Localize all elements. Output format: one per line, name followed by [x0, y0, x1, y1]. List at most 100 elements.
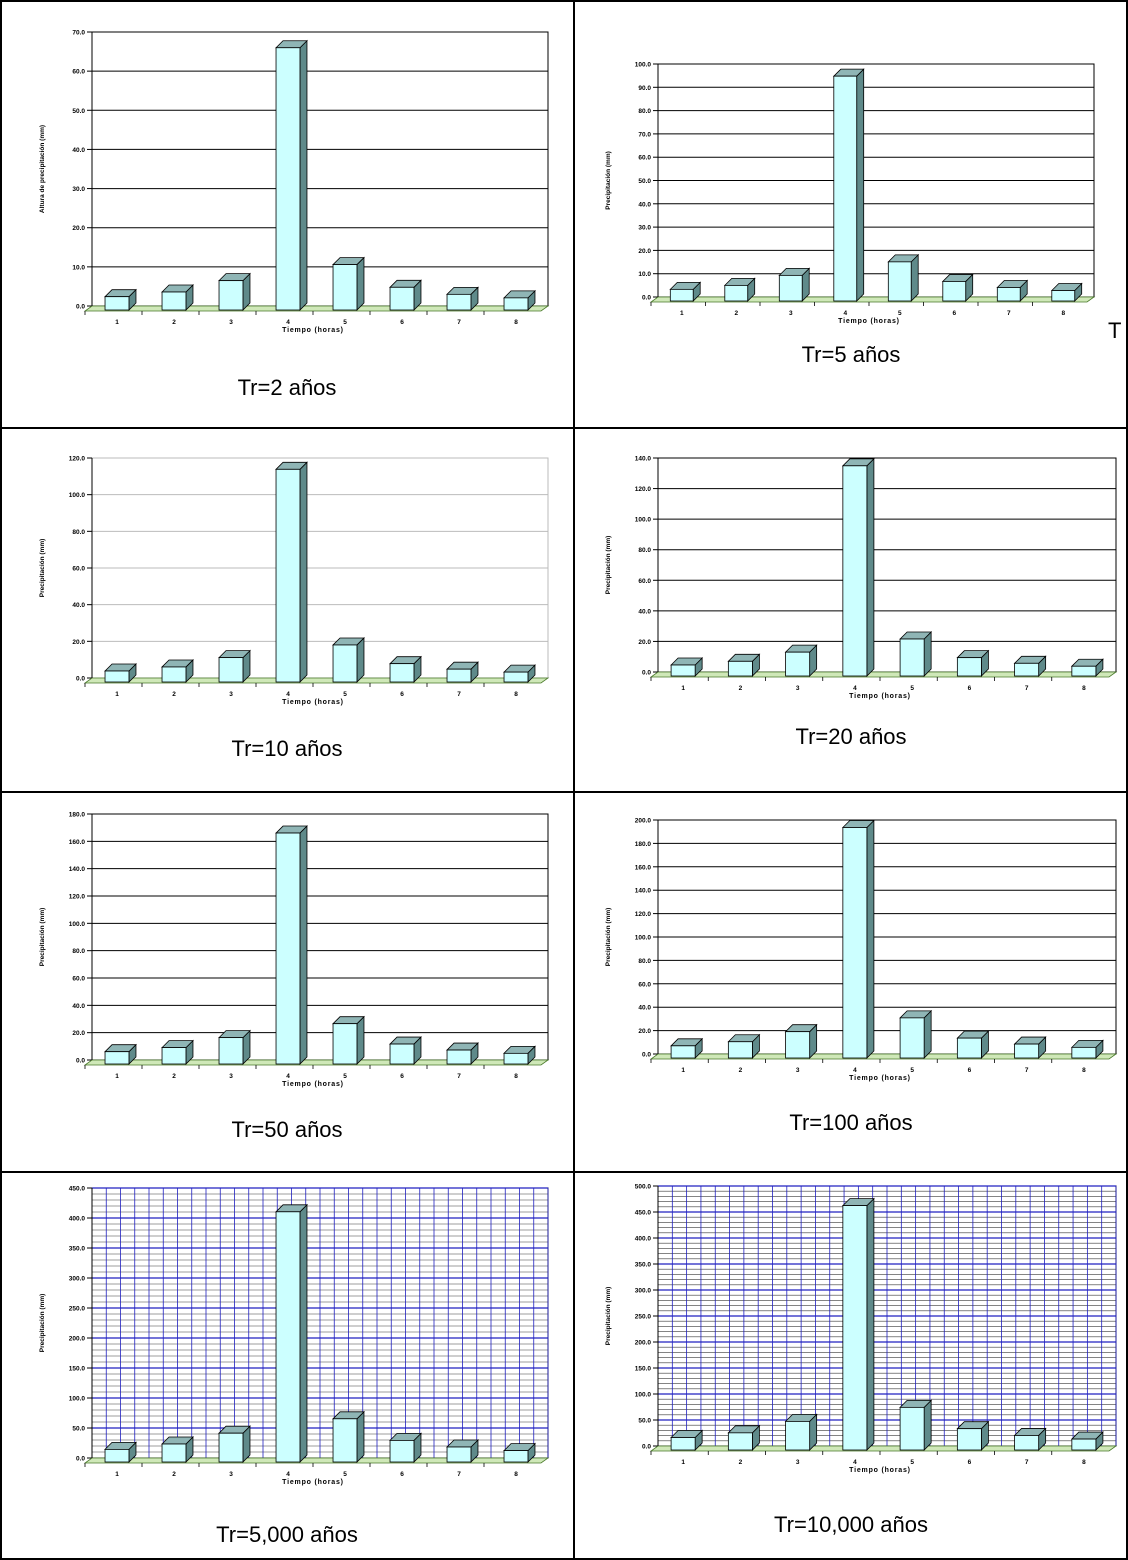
x-axis-label: Tiempo (horas) [282, 699, 344, 706]
chart-floor [83, 677, 550, 684]
y-tick-label: 40.0 [72, 602, 85, 609]
x-tick-label: 7 [1025, 1067, 1029, 1074]
x-tick-label: 8 [514, 1073, 518, 1080]
x-axis-label: Tiempo (horas) [849, 693, 911, 700]
bar [778, 267, 811, 302]
x-tick-label: 2 [172, 1471, 176, 1478]
x-tick-label: 2 [734, 310, 738, 317]
x-tick-label: 3 [229, 1471, 233, 1478]
y-tick-label: 120.0 [635, 486, 652, 493]
bar [389, 1036, 422, 1065]
y-tick-label: 50.0 [638, 178, 651, 185]
chart-cell-3: 0.0 20.0 40.0 60.0 80.0 100.0 120.0 1 2 3 4 5 6 7 8 Tie… [0, 428, 574, 792]
bar [841, 457, 875, 677]
x-tick-label: 6 [968, 1459, 972, 1466]
y-tick-label: 80.0 [638, 547, 651, 554]
bar [332, 1410, 365, 1463]
x-tick-label: 4 [853, 1067, 857, 1074]
x-tick-label: 6 [968, 685, 972, 692]
bar [332, 1015, 365, 1065]
chart-caption: Tr=10,000 años [774, 1512, 928, 1537]
bar [161, 1039, 194, 1065]
y-tick-label: 300.0 [69, 1276, 86, 1283]
y-tick-label: 20.0 [72, 639, 85, 646]
bar [503, 1442, 536, 1463]
bar [275, 461, 308, 683]
bar-chart: 0.0 10.0 20.0 30.0 40.0 50.0 60.0 70.0 1 2 3 4 5 6 7 8 T… [39, 30, 550, 334]
bar [389, 279, 422, 311]
bar [104, 1441, 137, 1463]
y-tick-label: 60.0 [638, 578, 651, 585]
x-tick-label: 8 [1082, 1067, 1086, 1074]
bar [503, 1045, 536, 1065]
x-axis-label: Tiempo (horas) [849, 1467, 911, 1474]
chart-caption: Tr=5,000 años [216, 1522, 358, 1547]
x-tick-label: 1 [681, 1459, 685, 1466]
x-tick-label: 2 [739, 1067, 743, 1074]
y-tick-label: 100.0 [635, 517, 652, 524]
x-tick-label: 7 [457, 1471, 461, 1478]
y-tick-label: 30.0 [638, 225, 651, 232]
bar [669, 281, 702, 302]
x-axis-label: Tiempo (horas) [838, 318, 900, 325]
x-tick-label: 6 [400, 691, 404, 698]
bar [1013, 1427, 1047, 1451]
x-axis-label: Tiempo (horas) [282, 1081, 344, 1088]
chart-caption: Tr=50 años [231, 1117, 343, 1142]
y-tick-label: 60.0 [72, 69, 85, 76]
bar [899, 631, 933, 677]
y-tick-label: 200.0 [635, 1340, 652, 1347]
x-tick-label: 7 [1007, 310, 1011, 317]
y-tick-label: 20.0 [638, 1028, 651, 1035]
bar [1013, 1036, 1047, 1059]
x-tick-label: 6 [968, 1067, 972, 1074]
x-tick-label: 3 [229, 691, 233, 698]
y-tick-label: 40.0 [72, 1003, 85, 1010]
y-tick-label: 60.0 [638, 981, 651, 988]
y-tick-label: 90.0 [638, 85, 651, 92]
y-tick-label: 50.0 [638, 1418, 651, 1425]
y-tick-label: 180.0 [635, 841, 652, 848]
bar [670, 1037, 704, 1059]
x-tick-label: 1 [115, 1471, 119, 1478]
x-tick-label: 6 [400, 1073, 404, 1080]
y-tick-label: 80.0 [638, 958, 651, 965]
y-tick-label: 30.0 [72, 186, 85, 193]
y-tick-label: 60.0 [72, 566, 85, 573]
bar [446, 1042, 479, 1065]
chart-cell-4: 0.0 20.0 40.0 60.0 80.0 100.0 120.0 140.0 1 2 3 4 5 6… [574, 428, 1128, 792]
y-tick-label: 100.0 [69, 492, 86, 499]
bar [389, 1432, 422, 1463]
y-axis-label: Precipitación (mm) [39, 1294, 46, 1353]
x-tick-label: 6 [400, 319, 404, 326]
bar [218, 649, 251, 683]
y-tick-label: 40.0 [72, 147, 85, 154]
x-tick-label: 5 [343, 319, 347, 326]
y-tick-label: 100.0 [635, 1392, 652, 1399]
x-tick-label: 7 [457, 1073, 461, 1080]
x-tick-label: 2 [739, 685, 743, 692]
x-tick-label: 1 [681, 685, 685, 692]
x-tick-label: 4 [286, 691, 290, 698]
bar [670, 657, 704, 677]
x-tick-label: 8 [514, 691, 518, 698]
x-tick-label: 1 [681, 1067, 685, 1074]
chart-caption: Tr=10 años [231, 736, 343, 761]
y-tick-label: 140.0 [69, 866, 86, 873]
chart-floor [649, 296, 1096, 303]
bar [446, 661, 479, 683]
bar [218, 272, 251, 311]
y-tick-label: 450.0 [69, 1186, 86, 1193]
x-tick-label: 4 [853, 685, 857, 692]
bar [1050, 282, 1083, 302]
y-tick-label: 100.0 [635, 62, 652, 69]
chart-cell-6: 0.0 20.0 40.0 60.0 80.0 100.0 120.0 140.0 160.0 1… [574, 792, 1128, 1172]
y-tick-label: 140.0 [635, 456, 652, 463]
bar [727, 653, 761, 677]
y-tick-label: 10.0 [72, 264, 85, 271]
y-tick-label: 0.0 [642, 1052, 651, 1059]
y-tick-label: 200.0 [69, 1336, 86, 1343]
x-tick-label: 3 [796, 685, 800, 692]
bar [275, 1203, 308, 1463]
